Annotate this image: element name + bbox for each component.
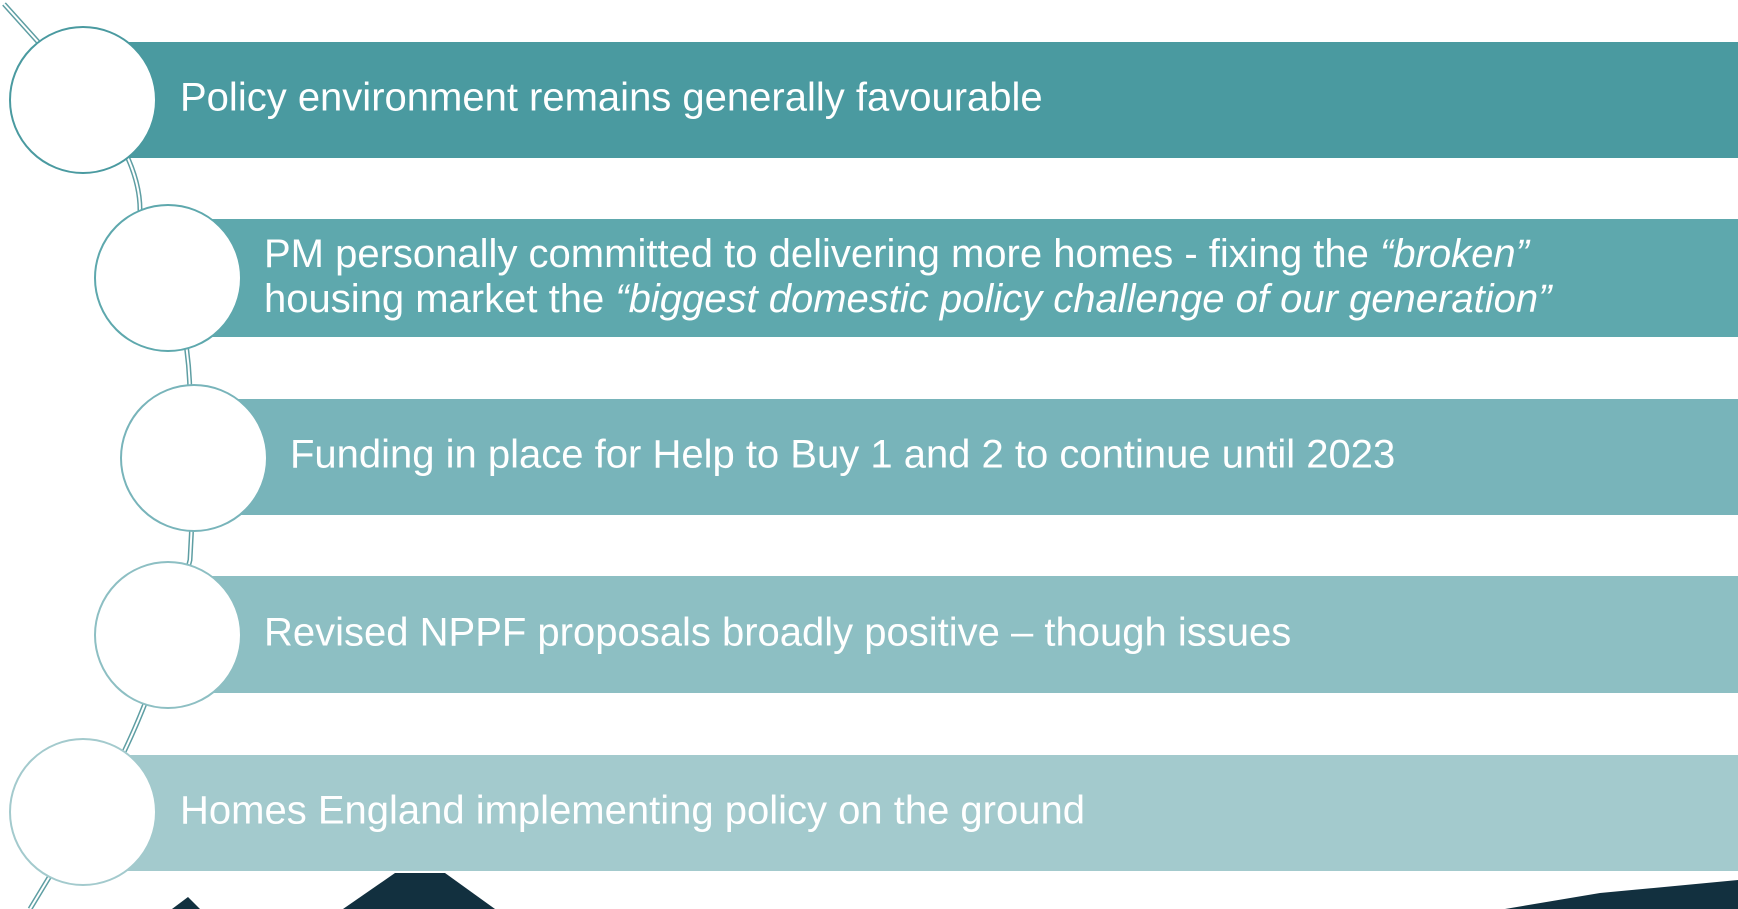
decor-shape [1505,880,1738,909]
circle [120,384,268,532]
bar [83,755,1738,871]
text-part: “broken” [1380,232,1531,276]
circle [94,561,242,709]
bar [194,399,1738,515]
decor-shape [172,897,200,909]
bar [168,576,1738,693]
circle [9,738,157,886]
item-text: Policy environment remains generally fav… [180,76,1043,120]
item-text: Revised NPPF proposals broadly positive … [264,611,1291,655]
circle [9,26,157,174]
circle [94,204,242,352]
item-text: Homes England implementing policy on the… [180,789,1085,833]
bar [168,219,1738,337]
text-part: “biggest domestic policy challenge of ou… [615,277,1553,321]
item-text: housing market the “biggest domestic pol… [264,277,1553,321]
decor-shape [343,873,495,909]
text-part: PM personally committed to delivering mo… [264,232,1380,276]
text-part: housing market the [264,277,615,321]
item-text: PM personally committed to delivering mo… [264,232,1531,276]
bar [83,42,1738,158]
item-text: Funding in place for Help to Buy 1 and 2… [290,433,1395,477]
